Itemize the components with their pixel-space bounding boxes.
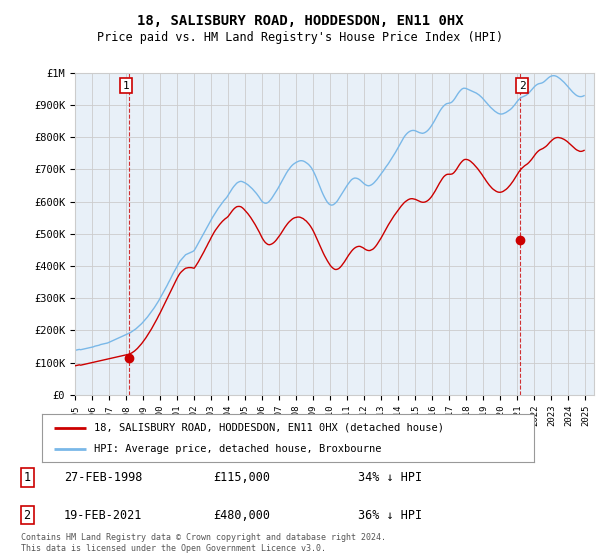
Text: HPI: Average price, detached house, Broxbourne: HPI: Average price, detached house, Brox… — [94, 444, 381, 454]
Text: Contains HM Land Registry data © Crown copyright and database right 2024.
This d: Contains HM Land Registry data © Crown c… — [21, 533, 386, 553]
Text: 2: 2 — [23, 508, 31, 521]
Text: 1: 1 — [23, 471, 31, 484]
Text: 27-FEB-1998: 27-FEB-1998 — [64, 471, 142, 484]
Text: 1: 1 — [122, 81, 130, 91]
Text: £480,000: £480,000 — [214, 508, 271, 521]
Text: 18, SALISBURY ROAD, HODDESDON, EN11 0HX (detached house): 18, SALISBURY ROAD, HODDESDON, EN11 0HX … — [94, 423, 443, 433]
Text: 19-FEB-2021: 19-FEB-2021 — [64, 508, 142, 521]
Text: 2: 2 — [519, 81, 526, 91]
Text: £115,000: £115,000 — [214, 471, 271, 484]
Text: 18, SALISBURY ROAD, HODDESDON, EN11 0HX: 18, SALISBURY ROAD, HODDESDON, EN11 0HX — [137, 14, 463, 28]
Text: Price paid vs. HM Land Registry's House Price Index (HPI): Price paid vs. HM Land Registry's House … — [97, 31, 503, 44]
Text: 36% ↓ HPI: 36% ↓ HPI — [358, 508, 422, 521]
Text: 34% ↓ HPI: 34% ↓ HPI — [358, 471, 422, 484]
